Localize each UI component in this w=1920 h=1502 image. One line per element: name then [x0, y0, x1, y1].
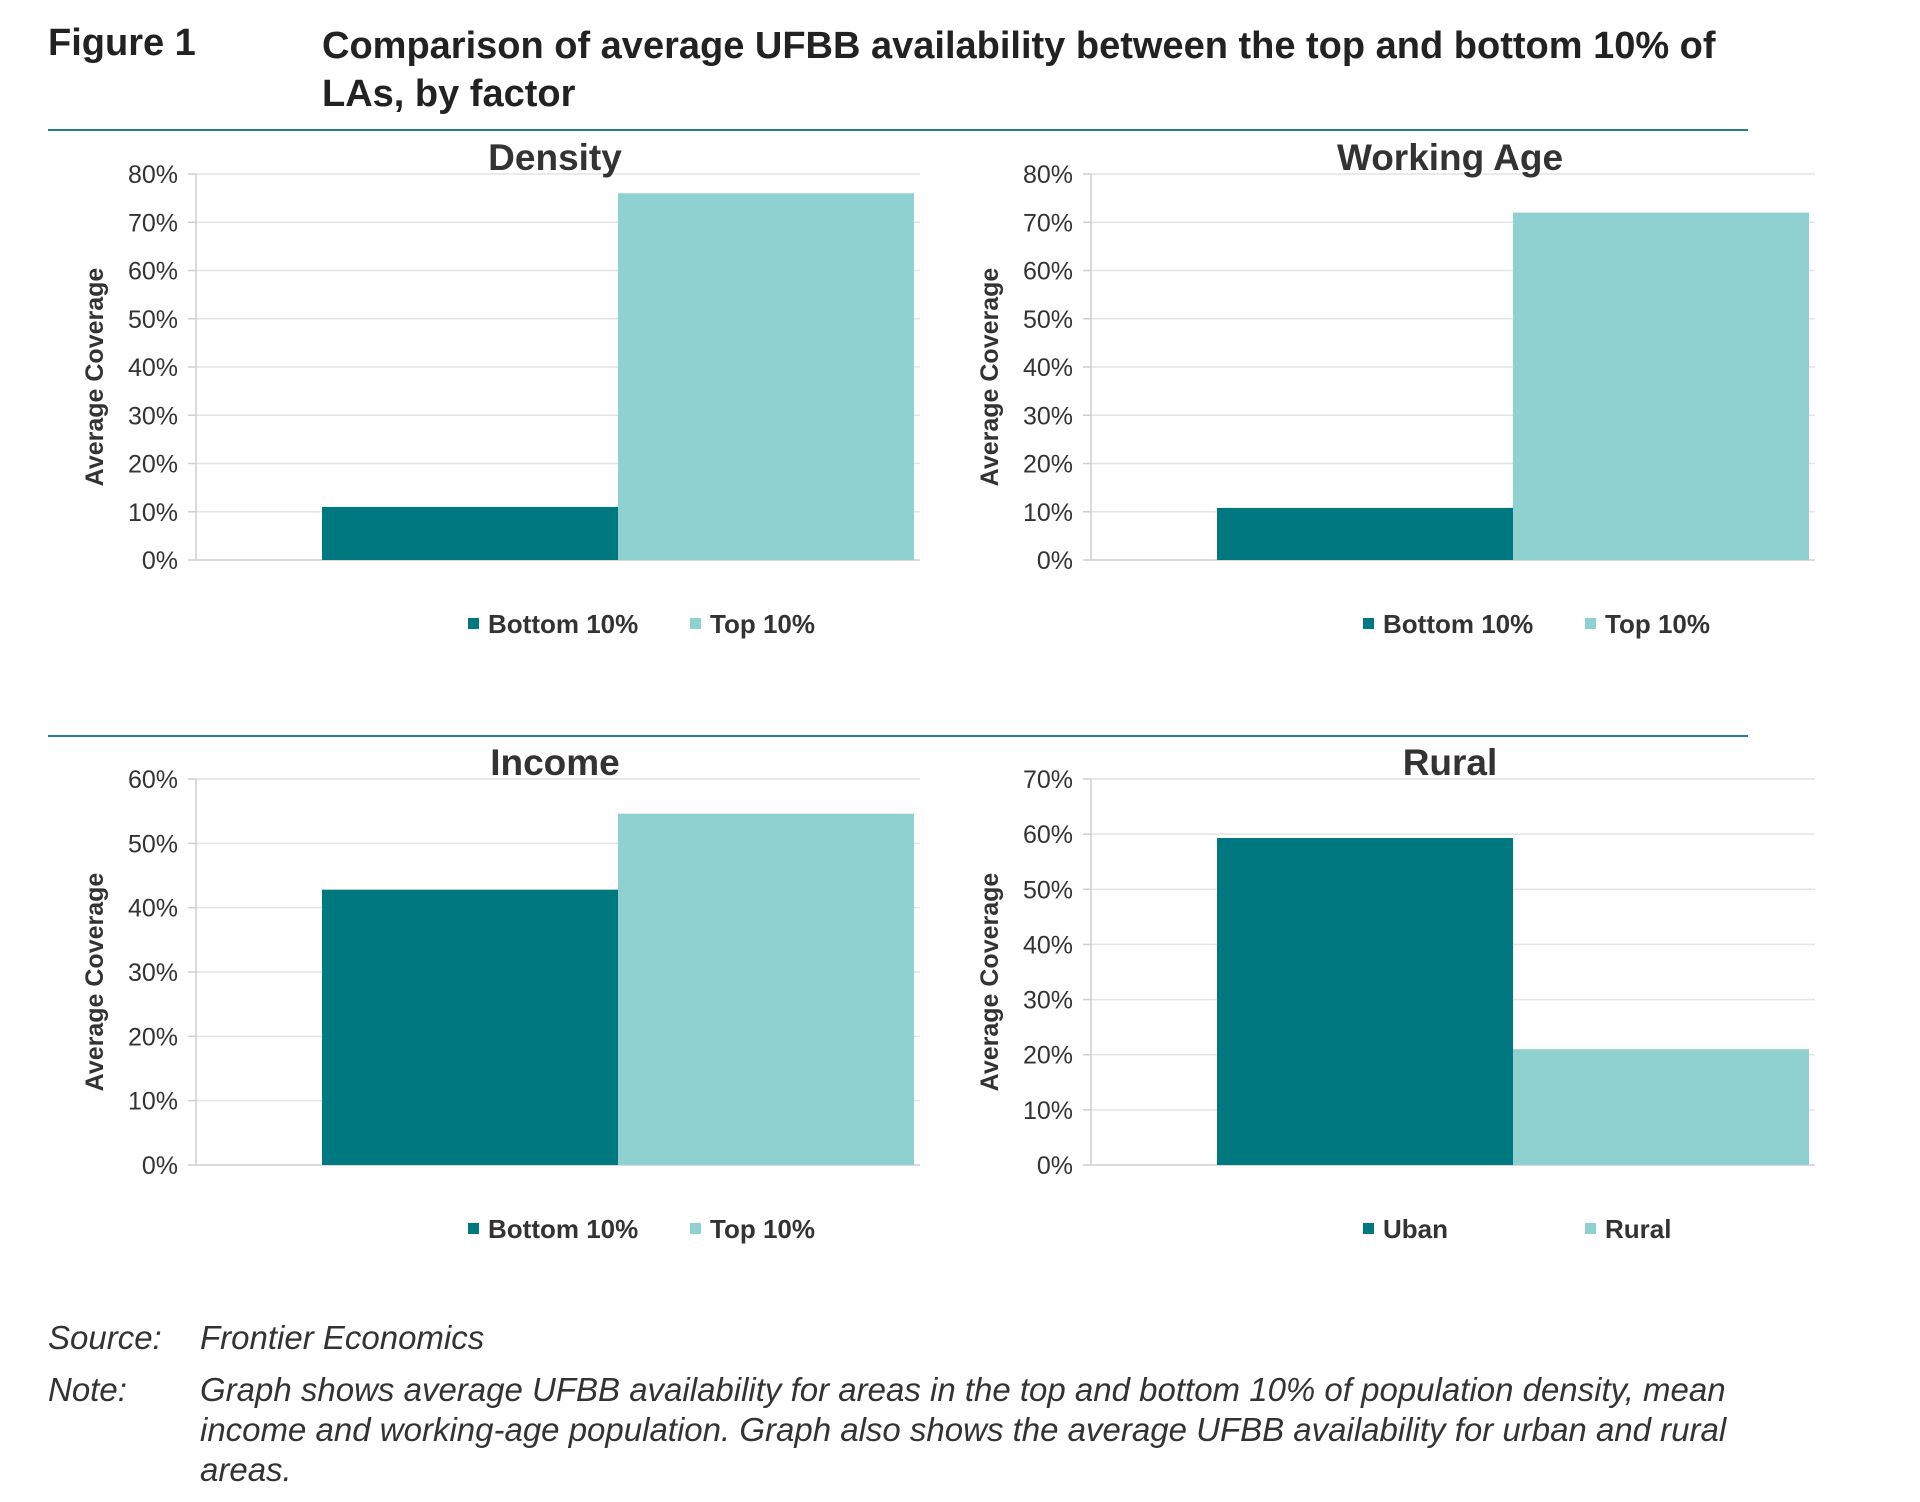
y-tick-label: 70%	[128, 209, 178, 237]
source-label: Source:	[48, 1319, 162, 1356]
legend-swatch-uban	[1363, 1223, 1374, 1234]
y-tick-label: 80%	[1023, 161, 1073, 189]
y-tick-label: 30%	[128, 402, 178, 430]
y-axis-label: Average Coverage	[81, 873, 109, 1092]
legend-label-rural: Rural	[1605, 1214, 1671, 1244]
legend-swatch-top-10	[690, 1223, 701, 1234]
y-tick-label: 20%	[128, 1023, 178, 1051]
y-tick-label: 0%	[1037, 547, 1073, 575]
y-tick-label: 80%	[128, 161, 178, 189]
divider-middle	[48, 735, 1748, 737]
chart-title: Density	[488, 140, 622, 178]
legend-swatch-top-10	[690, 618, 701, 629]
y-tick-label: 30%	[1023, 987, 1073, 1015]
y-tick-label: 50%	[128, 306, 178, 334]
bar-bottom-10	[1217, 507, 1513, 560]
y-tick-label: 20%	[128, 451, 178, 479]
y-tick-label: 30%	[128, 959, 178, 987]
legend-label-bottom-10: Bottom 10%	[1383, 609, 1533, 639]
chart-working-age: 0% 10% 20% 30% 40% 50% 60% 70% 80% Average Covera…	[976, 140, 1815, 639]
y-tick-label: 70%	[1023, 209, 1073, 237]
legend-label-uban: Uban	[1383, 1214, 1448, 1244]
y-tick-label: 40%	[128, 354, 178, 382]
divider-top	[48, 129, 1748, 131]
y-axis-label: Average Coverage	[81, 268, 109, 487]
y-tick-label: 50%	[128, 830, 178, 858]
legend-label-top-10: Top 10%	[710, 1214, 815, 1244]
legend-label-top-10: Top 10%	[710, 609, 815, 639]
legend-swatch-bottom-10	[468, 1223, 479, 1234]
y-tick-label: 50%	[1023, 306, 1073, 334]
y-tick-label: 10%	[1023, 499, 1073, 527]
note-text: Graph shows average UFBB availability fo…	[200, 1371, 1727, 1488]
y-tick-label: 20%	[1023, 451, 1073, 479]
figure-label: Figure 1	[48, 22, 196, 64]
chart-rural: 0% 10% 20% 30% 40% 50% 60% 70% Average Coverage R…	[976, 745, 1815, 1244]
y-tick-label: 10%	[128, 499, 178, 527]
notes-block: Source: Frontier Economics Note: Graph s…	[48, 1318, 1768, 1502]
source-row: Source: Frontier Economics	[48, 1318, 1768, 1358]
y-tick-label: 0%	[142, 1152, 178, 1180]
chart-title: Income	[490, 745, 620, 783]
y-tick-label: 0%	[142, 547, 178, 575]
y-tick-label: 30%	[1023, 402, 1073, 430]
y-tick-label: 20%	[1023, 1042, 1073, 1070]
legend-swatch-rural	[1585, 1223, 1596, 1234]
chart-title: Working Age	[1337, 140, 1563, 178]
legend-label-top-10: Top 10%	[1605, 609, 1710, 639]
y-tick-label: 60%	[1023, 821, 1073, 849]
y-tick-label: 60%	[128, 258, 178, 286]
chart-title: Rural	[1403, 745, 1498, 783]
bar-bottom-10	[322, 889, 618, 1165]
y-tick-label: 10%	[128, 1088, 178, 1116]
source-text: Frontier Economics	[200, 1319, 485, 1356]
y-tick-label: 70%	[1023, 766, 1073, 794]
note-label: Note:	[48, 1371, 127, 1408]
y-tick-label: 40%	[1023, 354, 1073, 382]
bar-rural	[1513, 1049, 1809, 1165]
y-tick-label: 40%	[128, 895, 178, 923]
bar-top-10	[618, 193, 914, 561]
y-tick-label: 40%	[1023, 931, 1073, 959]
legend-label-bottom-10: Bottom 10%	[488, 1214, 638, 1244]
legend-label-bottom-10: Bottom 10%	[488, 609, 638, 639]
legend-swatch-top-10	[1585, 618, 1596, 629]
y-axis-label: Average Coverage	[976, 873, 1004, 1092]
figure-title: Comparison of average UFBB availability …	[322, 25, 1716, 115]
bar-uban	[1217, 838, 1513, 1165]
y-tick-label: 60%	[1023, 258, 1073, 286]
y-tick-label: 50%	[1023, 876, 1073, 904]
y-tick-label: 60%	[128, 766, 178, 794]
legend-swatch-bottom-10	[1363, 618, 1374, 629]
y-tick-label: 0%	[1037, 1152, 1073, 1180]
note-row: Note: Graph shows average UFBB availabil…	[48, 1370, 1768, 1490]
legend-swatch-bottom-10	[468, 618, 479, 629]
chart-density: 0% 10% 20% 30% 40% 50% 60% 70% 80% Average Covera…	[81, 140, 920, 639]
y-tick-label: 10%	[1023, 1097, 1073, 1125]
chart-income: 0% 10% 20% 30% 40% 50% 60% Average Coverage Inco…	[81, 745, 920, 1244]
bar-bottom-10	[322, 506, 618, 560]
bar-top-10	[1513, 212, 1809, 560]
bar-top-10	[618, 813, 914, 1165]
y-axis-label: Average Coverage	[976, 268, 1004, 487]
